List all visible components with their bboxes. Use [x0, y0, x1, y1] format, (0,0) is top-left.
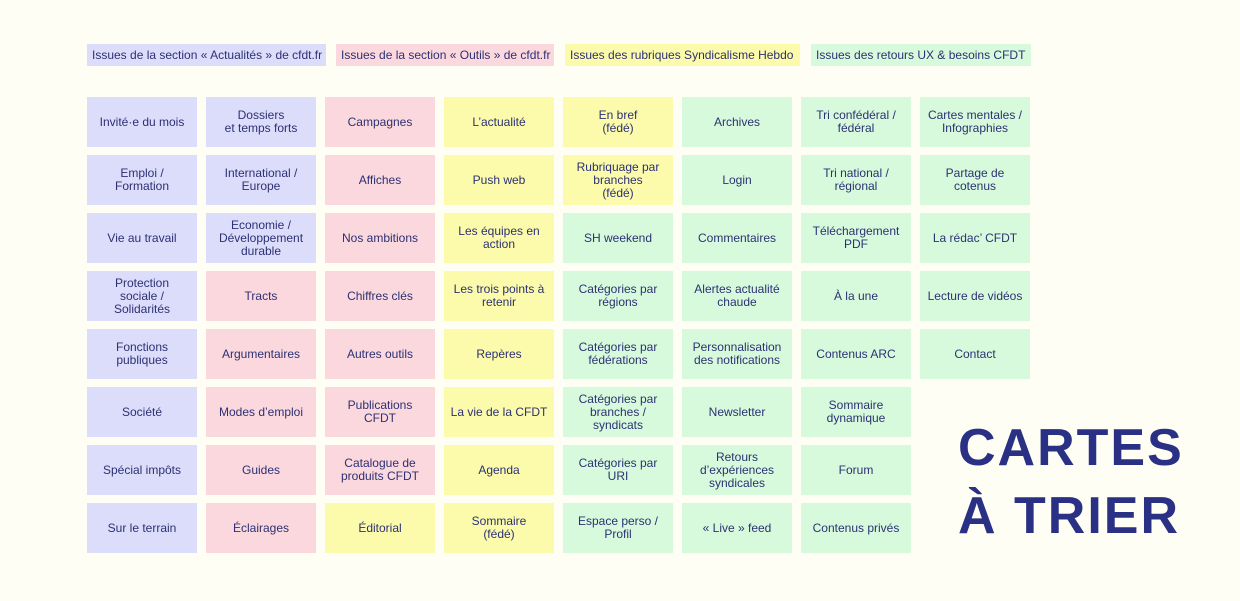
sort-card[interactable]: Les équipes en action	[444, 213, 554, 263]
sort-card[interactable]: Catégories par branches / syndicats	[563, 387, 673, 437]
sort-card[interactable]: Tri national / régional	[801, 155, 911, 205]
sort-card[interactable]: Vie au travail	[87, 213, 197, 263]
sort-card[interactable]: Repères	[444, 329, 554, 379]
sort-card[interactable]: Economie / Développement durable	[206, 213, 316, 263]
sort-card[interactable]: SH weekend	[563, 213, 673, 263]
sort-card[interactable]: La rédac’ CFDT	[920, 213, 1030, 263]
legend-item-outils: Issues de la section « Outils » de cfdt.…	[336, 44, 554, 66]
sort-card[interactable]: Sommaire dynamique	[801, 387, 911, 437]
sort-card[interactable]: Contenus privés	[801, 503, 911, 553]
sort-card[interactable]: Emploi / Formation	[87, 155, 197, 205]
sort-card[interactable]: À la une	[801, 271, 911, 321]
sort-card[interactable]: Les trois points à retenir	[444, 271, 554, 321]
sort-card[interactable]: Publications CFDT	[325, 387, 435, 437]
sort-card[interactable]: « Live » feed	[682, 503, 792, 553]
sort-card[interactable]: Nos ambitions	[325, 213, 435, 263]
sort-card[interactable]: Commentaires	[682, 213, 792, 263]
sort-card[interactable]: Archives	[682, 97, 792, 147]
sort-card[interactable]: Guides	[206, 445, 316, 495]
sort-card[interactable]: International / Europe	[206, 155, 316, 205]
sort-card[interactable]: Login	[682, 155, 792, 205]
sort-card[interactable]: Argumentaires	[206, 329, 316, 379]
sort-card[interactable]: L’actualité	[444, 97, 554, 147]
sort-card[interactable]: Personnalisation des notifications	[682, 329, 792, 379]
sort-card[interactable]: Agenda	[444, 445, 554, 495]
sort-card[interactable]: Éditorial	[325, 503, 435, 553]
sort-card[interactable]: Retours d’expériences syndicales	[682, 445, 792, 495]
sort-card[interactable]: En bref (fédé)	[563, 97, 673, 147]
sort-card[interactable]: Affiches	[325, 155, 435, 205]
sort-card[interactable]: Rubriquage par branches (fédé)	[563, 155, 673, 205]
sort-card[interactable]: Téléchargement PDF	[801, 213, 911, 263]
sort-card[interactable]: Tracts	[206, 271, 316, 321]
sort-card[interactable]: Sur le terrain	[87, 503, 197, 553]
legend-item-syndicalisme-hebdo: Issues des rubriques Syndicalisme Hebdo	[565, 44, 800, 66]
sort-card[interactable]: Push web	[444, 155, 554, 205]
sort-card[interactable]: La vie de la CFDT	[444, 387, 554, 437]
sort-card[interactable]: Fonctions publiques	[87, 329, 197, 379]
sort-card[interactable]: Catégories par fédérations	[563, 329, 673, 379]
sort-card[interactable]: Spécial impôts	[87, 445, 197, 495]
sort-card[interactable]: Espace perso / Profil	[563, 503, 673, 553]
sort-card[interactable]: Contact	[920, 329, 1030, 379]
sort-card[interactable]: Catégories par régions	[563, 271, 673, 321]
sort-card[interactable]: Société	[87, 387, 197, 437]
sort-card[interactable]: Tri confédéral / fédéral	[801, 97, 911, 147]
page-title: CARTES À TRIER	[958, 419, 1184, 545]
sort-card[interactable]: Dossiers et temps forts	[206, 97, 316, 147]
sort-card[interactable]: Partage de cotenus	[920, 155, 1030, 205]
sort-card[interactable]: Forum	[801, 445, 911, 495]
legend-item-actualites: Issues de la section « Actualités » de c…	[87, 44, 326, 66]
sort-card[interactable]: Alertes actualité chaude	[682, 271, 792, 321]
sort-card[interactable]: Contenus ARC	[801, 329, 911, 379]
sort-card[interactable]: Catégories par URI	[563, 445, 673, 495]
sort-card[interactable]: Autres outils	[325, 329, 435, 379]
legend-item-retours-ux: Issues des retours UX & besoins CFDT	[811, 44, 1031, 66]
sort-card[interactable]: Invité·e du mois	[87, 97, 197, 147]
sort-card[interactable]: Protection sociale / Solidarités	[87, 271, 197, 321]
sort-card[interactable]: Catalogue de produits CFDT	[325, 445, 435, 495]
sort-card[interactable]: Éclairages	[206, 503, 316, 553]
sort-card[interactable]: Lecture de vidéos	[920, 271, 1030, 321]
sort-card[interactable]: Campagnes	[325, 97, 435, 147]
sort-card[interactable]: Newsletter	[682, 387, 792, 437]
sort-card[interactable]: Modes d’emploi	[206, 387, 316, 437]
sort-card[interactable]: Sommaire (fédé)	[444, 503, 554, 553]
sort-card[interactable]: Chiffres clés	[325, 271, 435, 321]
sort-card[interactable]: Cartes mentales / Infographies	[920, 97, 1030, 147]
